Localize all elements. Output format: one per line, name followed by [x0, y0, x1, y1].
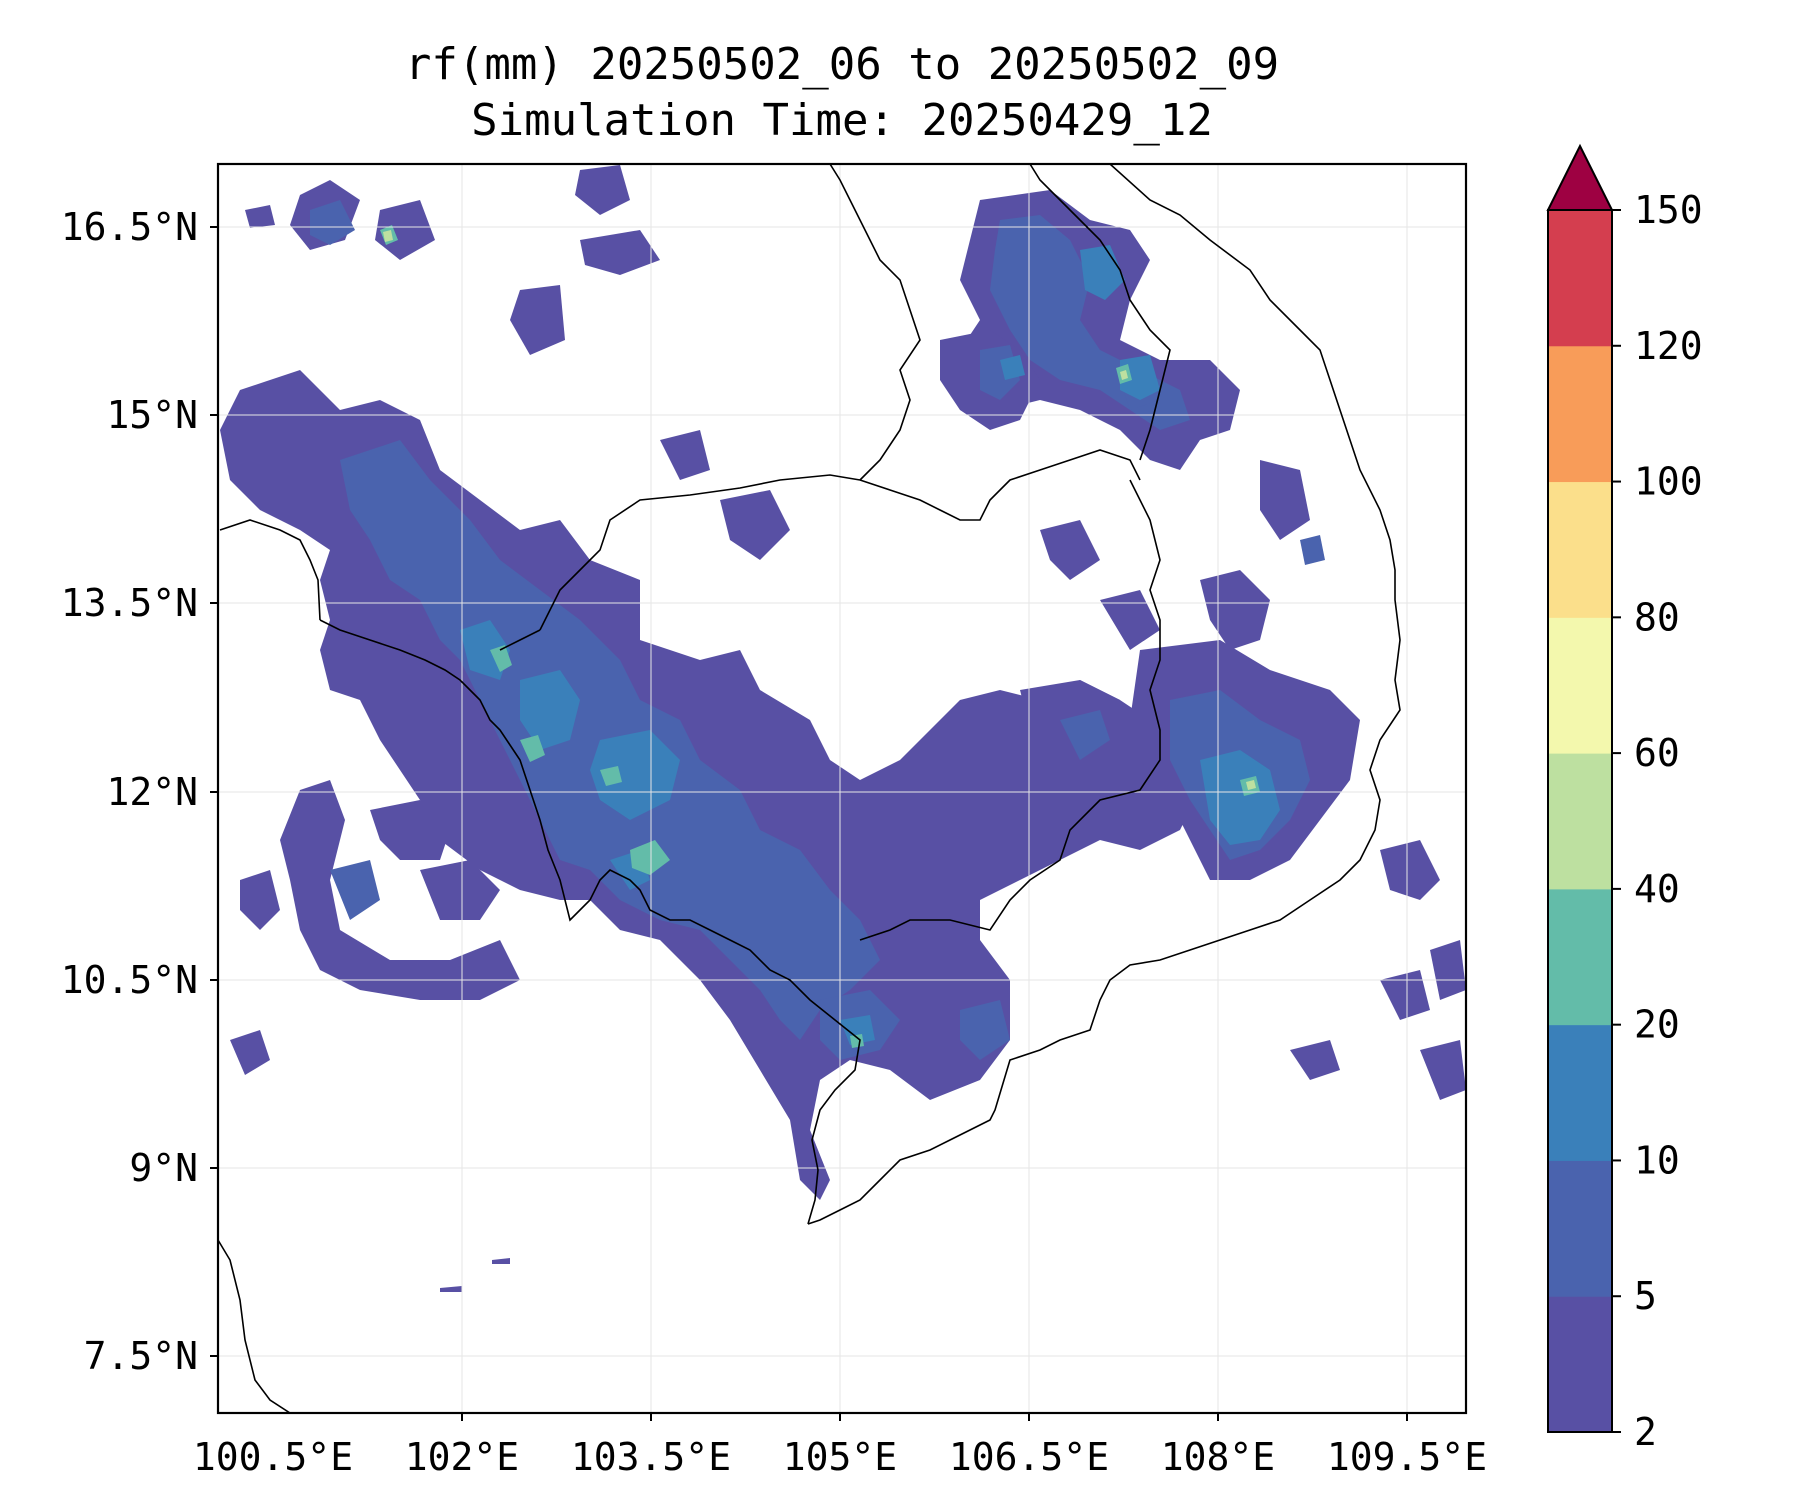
map-frame	[216, 162, 1468, 1415]
colorbar-bin	[1548, 888, 1612, 1026]
lon-tick-label: 106.5°E	[949, 1435, 1109, 1479]
colorbar-tick-label: 100	[1634, 460, 1703, 504]
lat-tick-label: 9°N	[129, 1146, 198, 1190]
lat-tick-label: 16.5°N	[61, 205, 198, 249]
lat-tick-label: 15°N	[106, 393, 198, 437]
lon-tick-label: 103.5°E	[571, 1435, 731, 1479]
lon-tick-label: 108°E	[1161, 1435, 1275, 1479]
lat-tick-label: 12°N	[106, 770, 198, 814]
rainfall-field	[220, 165, 1466, 1292]
colorbar-tick-label: 5	[1634, 1274, 1657, 1318]
lat-tick-label: 13.5°N	[61, 581, 198, 625]
lon-tick-label: 102°E	[405, 1435, 519, 1479]
vietnam-coastline	[807, 164, 1401, 1225]
lon-tick-label: 100.5°E	[193, 1435, 353, 1479]
cambodia-laos-border	[859, 449, 1141, 521]
colorbar-bin	[1548, 481, 1612, 618]
colorbar-tick-label: 80	[1634, 595, 1680, 639]
colorbar-extend-arrow	[1546, 143, 1614, 211]
figure-title: rf(mm) 20250502_06 to 20250502_09	[404, 39, 1280, 90]
gulf-of-thailand-coast	[319, 619, 861, 1225]
colorbar-tick-label: 40	[1634, 867, 1680, 911]
gridlines	[218, 164, 1466, 1413]
colorbar-bin	[1548, 1296, 1612, 1433]
colorbar-bin	[1548, 617, 1612, 754]
colorbar-bin	[1548, 753, 1612, 890]
cambodia-vietnam-border	[859, 479, 1161, 941]
lat-tick-labels: 16.5°N 15°N 13.5°N 12°N 10.5°N 9°N 7.5°N	[61, 205, 198, 1378]
colorbar-tick-label: 10	[1634, 1138, 1680, 1182]
colorbar-tick-label: 150	[1634, 188, 1703, 232]
cambodia-thailand-border	[539, 474, 861, 631]
colorbar-bin	[1548, 345, 1612, 483]
colorbar-tick-label: 120	[1634, 324, 1703, 368]
lon-tick-labels: 100.5°E 102°E 103.5°E 105°E 106.5°E 108°…	[193, 1435, 1487, 1479]
lon-tick-label: 105°E	[783, 1435, 897, 1479]
colorbar-bin	[1548, 1024, 1612, 1161]
colorbar-bin	[1548, 1160, 1612, 1297]
figure-subtitle: Simulation Time: 20250429_12	[471, 95, 1213, 146]
lat-tick-label: 7.5°N	[84, 1334, 198, 1378]
laos-thailand-border	[829, 164, 921, 481]
coastlines-borders	[218, 164, 1401, 1413]
lon-tick-label: 109.5°E	[1327, 1435, 1487, 1479]
lat-tick-label: 10.5°N	[61, 958, 198, 1002]
colorbar: 2 5 10 20 40 60 80 100 120 150	[1546, 143, 1703, 1454]
thailand-coast	[219, 519, 321, 621]
colorbar-outline	[1547, 209, 1613, 1433]
tick-marks	[210, 226, 1408, 1421]
malay-coast	[218, 1239, 291, 1413]
laos-vietnam-border	[1029, 164, 1171, 461]
colorbar-tick-label: 2	[1634, 1410, 1657, 1454]
thailand-cambodia-west-border	[499, 629, 541, 651]
rainfall-level-40-60	[383, 230, 1256, 790]
colorbar-bin	[1548, 210, 1612, 347]
colorbar-tick-label: 20	[1634, 1003, 1680, 1047]
colorbar-tick-label: 60	[1634, 731, 1680, 775]
